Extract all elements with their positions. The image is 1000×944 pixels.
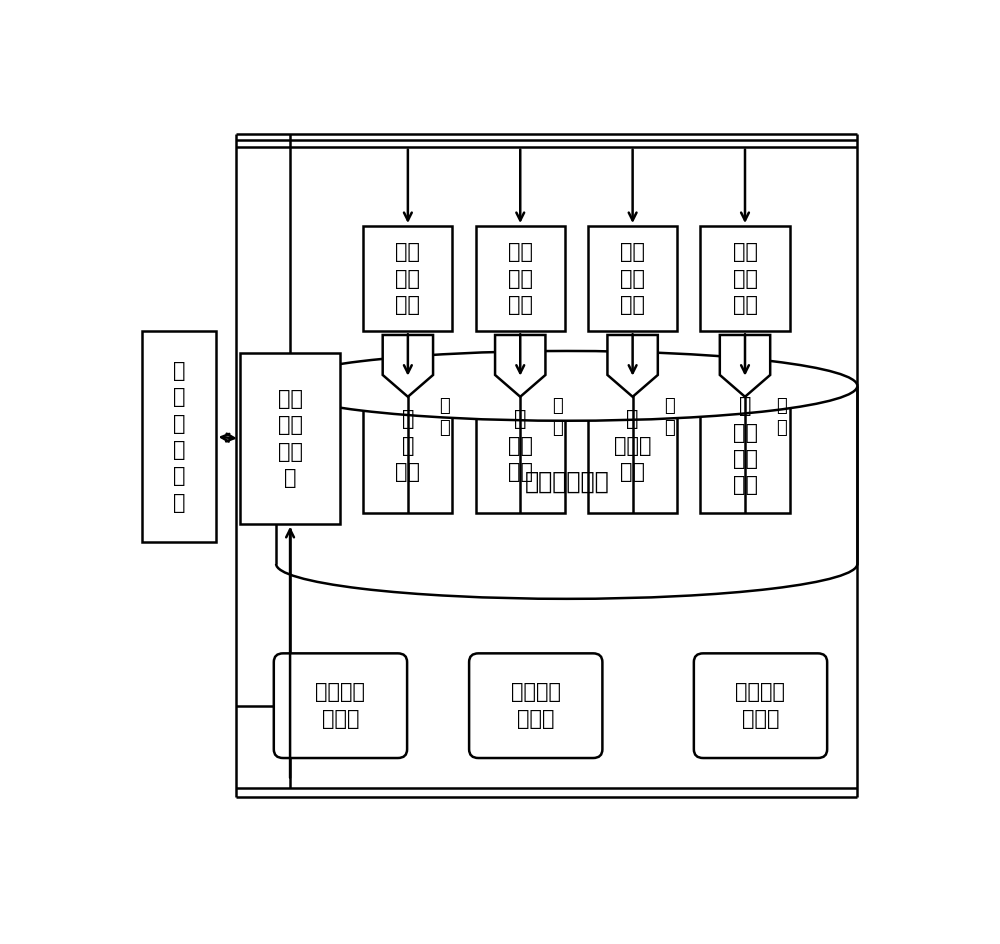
Bar [700,379,790,514]
Bar [363,226,452,331]
Text: 储料搅拌装置: 储料搅拌装置 [524,470,609,494]
Ellipse shape [276,351,857,421]
Polygon shape [720,335,770,396]
FancyBboxPatch shape [274,653,407,758]
Text: 动力
控制
部件: 动力 控制 部件 [620,243,645,315]
Bar [363,379,452,514]
Text: 供
掺合料
部件: 供 掺合料 部件 [614,410,651,482]
Bar [588,226,677,331]
Polygon shape [495,335,545,396]
Bar [476,226,565,331]
Bar [278,526,856,564]
Text: 上
料: 上 料 [552,396,562,437]
Text: 动力
控制
部件: 动力 控制 部件 [732,243,758,315]
Text: 原材料计
量部件: 原材料计 量部件 [315,683,365,729]
Text: 供
水
部件: 供 水 部件 [395,410,420,482]
Text: 原材料计
量部件: 原材料计 量部件 [736,683,786,729]
Text: 原材料计
量部件: 原材料计 量部件 [511,683,561,729]
Text: 动力
控制
部件: 动力 控制 部件 [508,243,533,315]
Text: 中央
控制
器部
件: 中央 控制 器部 件 [278,389,303,488]
Bar [142,331,216,542]
Text: 供
其他
原料
部件: 供 其他 原料 部件 [732,396,758,496]
FancyBboxPatch shape [694,653,827,758]
Bar [588,379,677,514]
Bar [476,379,565,514]
Bar [240,353,340,524]
Text: 人
机
界
面
部
件: 人 机 界 面 部 件 [173,361,185,513]
Text: 供
水泥
部件: 供 水泥 部件 [508,410,533,482]
Text: 上
料: 上 料 [439,396,450,437]
FancyBboxPatch shape [469,653,602,758]
Polygon shape [383,335,433,396]
Polygon shape [607,335,658,396]
Text: 上
料: 上 料 [776,396,787,437]
Text: 上
料: 上 料 [664,396,675,437]
Bar [276,386,857,564]
Text: 动力
控制
部件: 动力 控制 部件 [395,243,420,315]
Bar [700,226,790,331]
